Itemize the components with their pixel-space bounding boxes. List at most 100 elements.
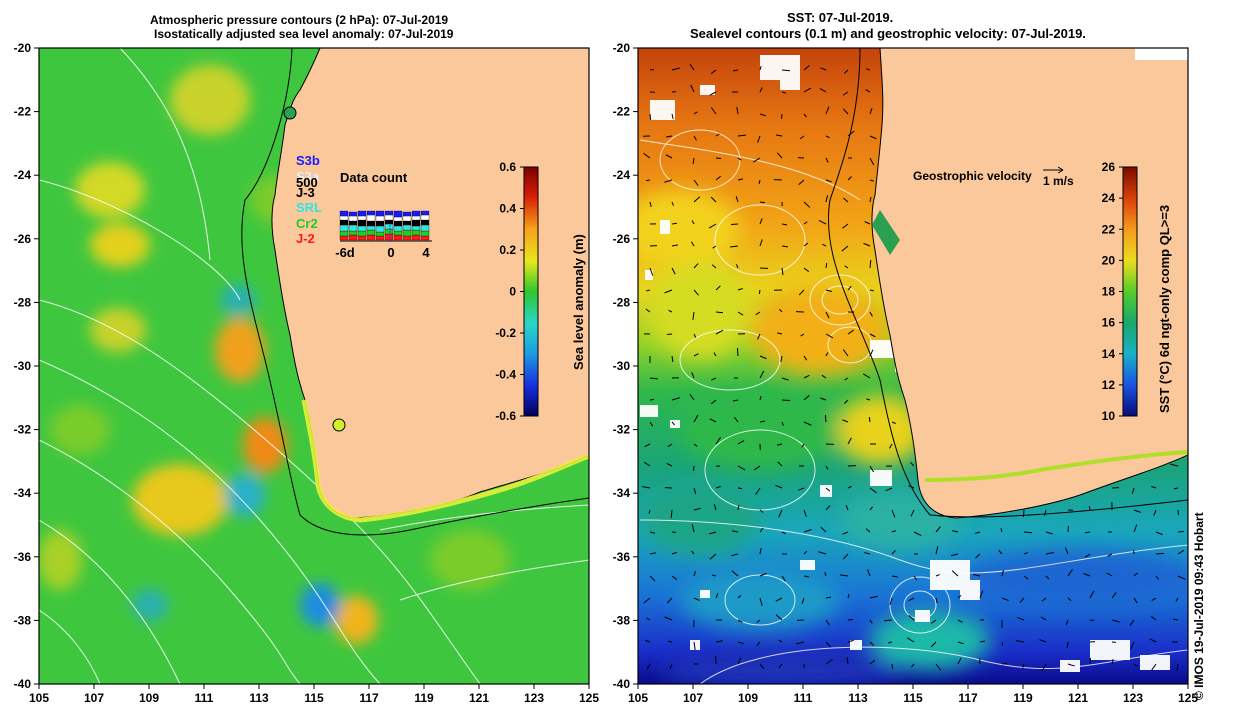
velocity-vector xyxy=(840,574,849,577)
velocity-vector xyxy=(759,597,763,606)
lon-tick-label: 125 xyxy=(579,691,599,705)
velocity-vector xyxy=(869,108,873,115)
data-count-bar xyxy=(339,219,349,226)
velocity-vector xyxy=(670,509,673,519)
velocity-vector xyxy=(1023,552,1028,555)
data-count-bar xyxy=(366,220,376,227)
velocity-vector xyxy=(710,107,717,115)
velocity-vector xyxy=(935,574,940,577)
velocity-vector xyxy=(1001,641,1004,647)
lat-tick-label: -32 xyxy=(14,423,32,437)
data-count-bar xyxy=(393,210,403,218)
velocity-vector xyxy=(910,509,915,517)
velocity-vector xyxy=(758,179,761,185)
velocity-vector xyxy=(908,597,915,602)
velocity-vector xyxy=(888,641,893,644)
velocity-vector xyxy=(869,333,876,338)
mission-label-s3a: S3a xyxy=(296,169,320,184)
velocity-vector xyxy=(737,311,744,316)
sla-colorbar-tick-label: 0 xyxy=(509,285,516,299)
velocity-vector xyxy=(843,197,849,203)
velocity-vector xyxy=(825,641,832,648)
data-count-bar xyxy=(357,225,367,232)
data-count-bar xyxy=(375,235,385,241)
velocity-vector xyxy=(775,134,783,137)
velocity-vector xyxy=(715,175,721,181)
velocity-vector xyxy=(710,69,717,74)
velocity-vector xyxy=(1064,547,1069,555)
velocity-vector xyxy=(1017,617,1025,621)
velocity-vector xyxy=(781,223,788,226)
velocity-vector xyxy=(649,267,654,276)
velocity-vector xyxy=(715,485,721,489)
sst-colorbar xyxy=(1122,166,1138,417)
velocity-vector xyxy=(825,333,834,339)
data-count-bar xyxy=(366,214,376,222)
velocity-vector xyxy=(822,243,827,247)
velocity-vector xyxy=(1177,575,1186,580)
velocity-vector xyxy=(825,195,829,203)
velocity-vector xyxy=(1111,592,1117,599)
velocity-vector xyxy=(1023,575,1029,580)
velocity-vector xyxy=(825,596,832,599)
data-count-bar xyxy=(375,220,385,227)
sst-colorbar-tick-label: 10 xyxy=(1102,409,1116,423)
velocity-vector xyxy=(869,259,872,269)
data-count-bar xyxy=(339,215,349,221)
velocity-vector xyxy=(693,641,696,650)
sst-colorbar-tick-label: 24 xyxy=(1102,191,1116,205)
velocity-vector xyxy=(951,553,959,557)
velocity-vector xyxy=(803,550,808,555)
velocity-vector xyxy=(692,157,695,165)
data-count-bar xyxy=(420,210,430,216)
velocity-vector xyxy=(1175,597,1179,602)
velocity-vector xyxy=(758,289,761,295)
velocity-vector xyxy=(693,263,699,269)
data-count-bar xyxy=(348,215,358,222)
velocity-vector xyxy=(825,135,830,139)
lon-tick-label: 121 xyxy=(469,691,489,705)
lon-tick-label: 107 xyxy=(683,691,703,705)
velocity-vector xyxy=(1088,505,1091,511)
velocity-vector xyxy=(825,352,829,357)
velocity-vector xyxy=(1106,572,1113,577)
velocity-vector xyxy=(713,352,717,357)
velocity-vector xyxy=(847,639,854,643)
lat-tick-label: -38 xyxy=(14,613,32,627)
velocity-vector xyxy=(908,614,915,621)
sla-colorbar xyxy=(523,166,539,417)
velocity-vector xyxy=(1067,597,1072,602)
velocity-vector xyxy=(825,465,829,470)
data-count-bar xyxy=(375,215,385,222)
velocity-vector xyxy=(847,485,852,489)
velocity-vector xyxy=(775,484,783,489)
velocity-vector xyxy=(1001,597,1009,602)
velocity-vector xyxy=(693,333,697,338)
velocity-vector xyxy=(666,135,673,138)
velocity-vector xyxy=(737,440,745,445)
velocity-vector xyxy=(691,220,695,225)
data-count-bar xyxy=(402,235,412,241)
velocity-vector xyxy=(869,289,875,292)
mission-label-srl: SRL xyxy=(296,200,322,215)
velocity-vector xyxy=(891,530,896,533)
sst-colorbar-tick-label: 22 xyxy=(1102,222,1116,236)
lon-tick-label: 119 xyxy=(1013,691,1033,705)
velocity-vector xyxy=(649,575,656,582)
velocity-vector xyxy=(671,421,675,426)
lon-tick-label: 123 xyxy=(1123,691,1143,705)
velocity-vector xyxy=(709,531,717,535)
velocity-vector xyxy=(867,569,871,577)
data-count-bar xyxy=(339,224,349,232)
lat-tick-label: -20 xyxy=(14,41,32,55)
data-count-title: Data count xyxy=(340,170,408,185)
sla-colorbar-tick-label: -0.4 xyxy=(495,368,516,382)
velocity-vector xyxy=(781,421,784,426)
velocity-vector xyxy=(869,196,872,203)
sla-colorbar-tick-label: -0.6 xyxy=(495,409,516,423)
data-count-bar xyxy=(384,214,394,221)
velocity-vector xyxy=(759,572,767,577)
velocity-vector xyxy=(825,311,830,319)
